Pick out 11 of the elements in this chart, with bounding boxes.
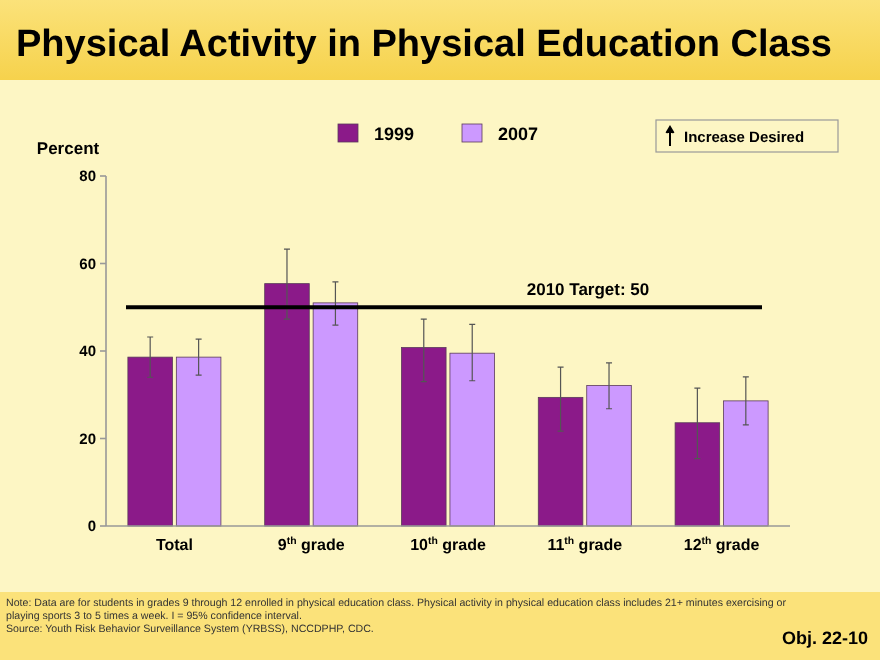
chart-title: Physical Activity in Physical Education Class <box>16 24 832 66</box>
x-tick-label: Total <box>155 536 193 554</box>
x-tick-label: 11$^{th}$ grade <box>547 536 624 554</box>
y-axis-title: Percent <box>36 138 100 158</box>
x-tick-label: 10$^{th}$ grade <box>410 536 487 554</box>
legend-label: 1999 <box>374 124 415 144</box>
legend-label: 2007 <box>498 124 539 144</box>
x-tick-label: 9$^{th}$ grade <box>277 536 346 554</box>
x-tick-label: 12$^{th}$ grade <box>683 536 761 554</box>
text: Obj. 22-10 <box>781 628 868 648</box>
ref-line-label: 2010 Target: 50 <box>526 279 650 300</box>
